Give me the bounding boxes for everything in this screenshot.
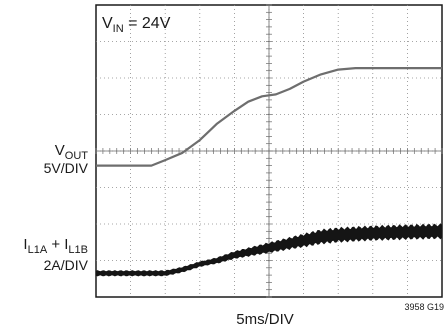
vout-channel-label: VOUT (55, 142, 89, 162)
current-scale-label: 2A/DIV (44, 257, 89, 273)
vin-annotation: VIN = 24V (102, 15, 171, 35)
x-axis-label: 5ms/DIV (236, 311, 294, 328)
grid (95, 4, 443, 298)
current-channel-label: IL1A + IL1B (23, 236, 88, 256)
vout-scale-label: 5V/DIV (44, 160, 89, 176)
current-trace (95, 223, 443, 277)
figure-id: 3958 G19 (404, 302, 444, 312)
traces (95, 67, 443, 277)
vout-trace (96, 67, 442, 167)
